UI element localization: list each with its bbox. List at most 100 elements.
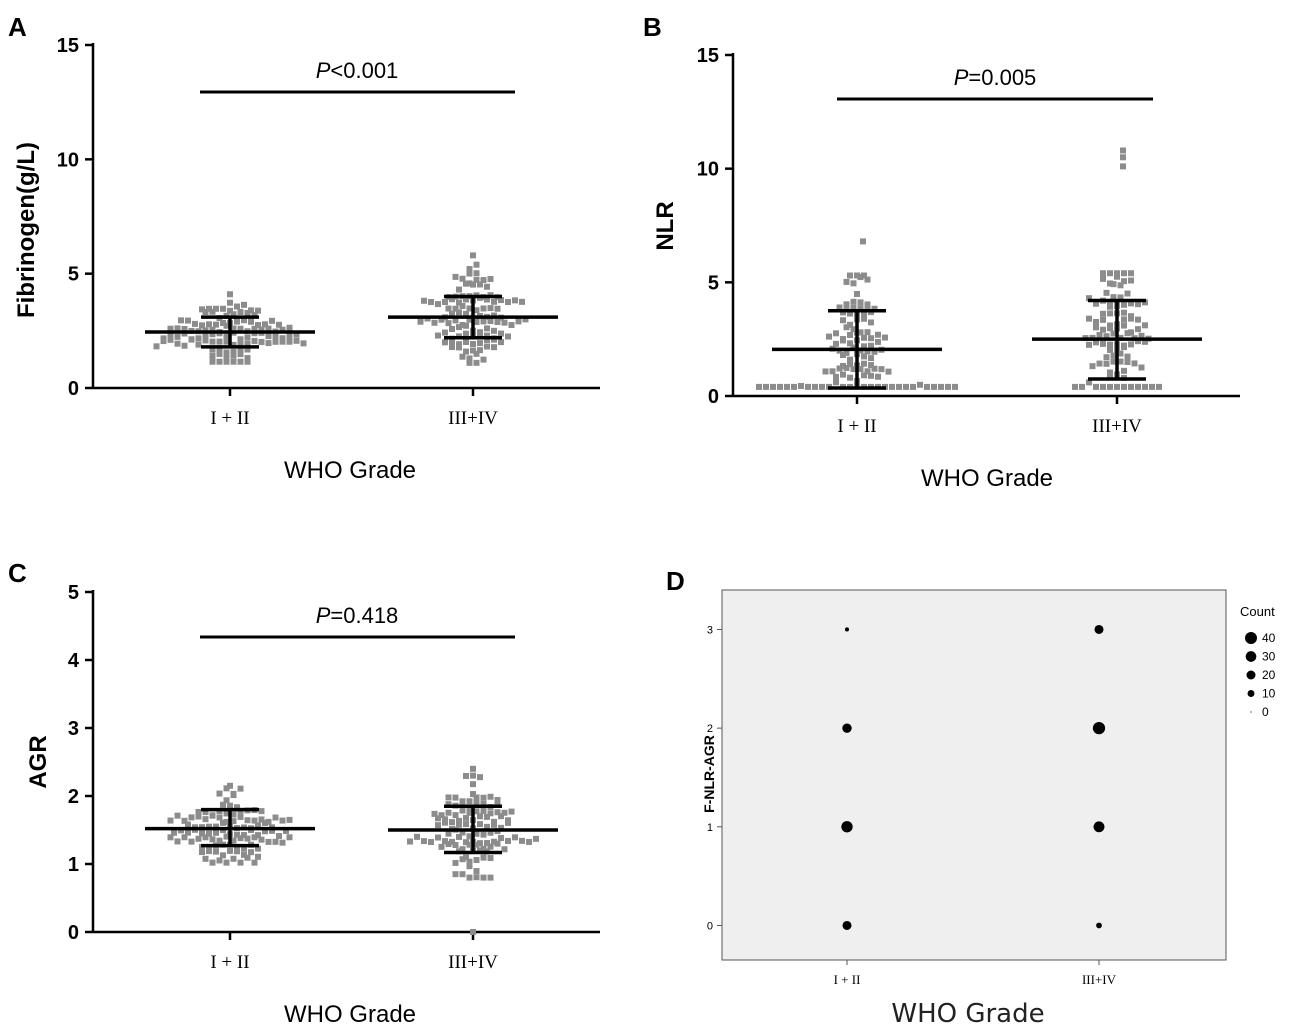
panel-a-y-tick-label: 10 — [57, 149, 79, 171]
panel-c-data-point — [445, 794, 452, 801]
panel-a-data-point — [230, 352, 237, 359]
panel-c-data-point — [428, 838, 434, 845]
panel-c-data-point — [230, 811, 237, 818]
panel-a-data-point — [487, 305, 494, 312]
panel-c-data-point — [473, 868, 480, 875]
panel-a-data-point — [456, 309, 462, 316]
panel-a-data-point — [230, 358, 237, 365]
panel-a-data-point — [237, 325, 244, 332]
panel-a-data-point — [209, 331, 216, 338]
panel-b-data-point — [1128, 383, 1134, 390]
panel-a-data-point — [487, 318, 494, 325]
panel-a-data-point — [491, 327, 497, 334]
panel-c-data-point — [230, 792, 237, 799]
panel-c-data-point — [421, 838, 427, 845]
panel-c-data-point — [209, 859, 216, 866]
panel-b-data-point — [1124, 359, 1131, 366]
panel-b-data-point — [1110, 358, 1117, 365]
panel-a-data-point — [477, 347, 483, 354]
panel-b-data-point — [1121, 278, 1127, 285]
panel-a-data-point — [244, 358, 251, 365]
panel-b-data-point — [1110, 330, 1117, 337]
panel-d-legend-label: 0 — [1262, 705, 1269, 719]
panel-a-data-point — [167, 325, 174, 332]
panel-b-letter: B — [643, 12, 662, 42]
panel-b-data-point — [843, 324, 850, 331]
panel-b-data-point — [1100, 310, 1106, 317]
panel-a-data-point — [484, 283, 490, 290]
panel-a-data-point — [174, 325, 181, 332]
panel-b-data-point — [1089, 363, 1096, 370]
panel-b-data-point — [1107, 372, 1113, 379]
panel-c-data-point — [209, 836, 216, 843]
panel-b-y-axis-title: NLR — [652, 201, 679, 250]
panel-d-letter: D — [666, 566, 685, 596]
panel-c-data-point — [223, 833, 230, 840]
panel-b-data-point — [843, 278, 850, 285]
panel-c-data-point — [442, 816, 448, 823]
panel-b-data-point — [1128, 277, 1134, 284]
panel-b-data-point — [889, 383, 895, 390]
panel-b-data-point — [861, 272, 867, 279]
panel-a-data-point — [230, 311, 237, 318]
panel-c-data-point — [463, 814, 469, 821]
panel-a-data-point — [237, 345, 244, 352]
panel-c-data-point — [223, 785, 230, 792]
panel-a-data-point — [279, 335, 286, 342]
panel-c-data-point — [255, 832, 261, 839]
panel-c-data-point — [526, 838, 532, 845]
panel-a-letter: A — [8, 12, 27, 42]
panel-a-data-point — [244, 346, 251, 353]
panel-b-data-point — [1142, 383, 1148, 390]
panel-c-data-point — [498, 813, 504, 820]
panel-c-data-point — [445, 801, 452, 808]
panel-a-data-point — [244, 355, 251, 362]
panel-a-data-point — [262, 321, 268, 328]
panel-a-p-text: <0.001 — [330, 58, 398, 83]
panel-a-data-point — [505, 333, 511, 340]
panel-a-data-point — [279, 326, 286, 333]
panel-c-data-point — [442, 838, 448, 845]
panel-a-data-point — [431, 319, 438, 326]
panel-c-data-point — [501, 846, 508, 853]
panel-b-data-point — [1107, 346, 1113, 353]
panel-c-data-point — [237, 859, 244, 866]
panel-b-data-point — [763, 383, 769, 390]
panel-a-data-point — [227, 299, 233, 306]
panel-c-data-point — [286, 834, 293, 841]
panel-c-data-point — [484, 823, 490, 830]
panel-b-data-point — [1086, 379, 1092, 386]
panel-b-data-point — [1114, 270, 1120, 277]
panel-c-p-symbol: P — [316, 603, 331, 628]
panel-b-data-point — [861, 334, 867, 341]
panel-a-data-point — [258, 326, 265, 333]
panel-c-data-point — [237, 785, 244, 792]
panel-c-y-tick-label: 0 — [68, 922, 79, 944]
panel-b-data-point — [1114, 383, 1120, 390]
panel-b-data-point — [1138, 332, 1145, 339]
panel-b-data-point — [910, 383, 916, 390]
panel-c-data-point — [244, 835, 251, 842]
panel-c-data-point — [185, 829, 191, 836]
panel-b-data-point — [868, 355, 874, 362]
panel-a-data-point — [234, 303, 240, 310]
panel-b-data-point — [1103, 289, 1110, 296]
panel-c-data-point — [202, 855, 209, 862]
panel-a-data-point — [473, 276, 480, 283]
panel-a-plot-area: 0 5 10 15 I + II III+IV — [57, 35, 600, 429]
panel-b-x-tick-label: I + II — [837, 416, 876, 437]
panel-b-data-point — [1117, 350, 1124, 357]
panel-c-data-point — [234, 848, 240, 855]
panel-a-data-point — [237, 308, 244, 315]
panel-a-data-point — [265, 333, 272, 340]
panel-b-data-point — [857, 329, 864, 336]
panel-c-data-point — [279, 817, 286, 824]
panel-c-data-point — [480, 874, 487, 881]
panel-c-data-point — [220, 801, 226, 808]
panel-b-data-point — [1103, 333, 1110, 340]
panel-c-data-point — [230, 818, 237, 825]
panel-d-legend-marker — [1250, 711, 1252, 713]
panel-d-legend-label: 40 — [1262, 631, 1276, 645]
panel-d-bubble — [842, 723, 852, 733]
panel-c-data-point — [438, 843, 445, 850]
